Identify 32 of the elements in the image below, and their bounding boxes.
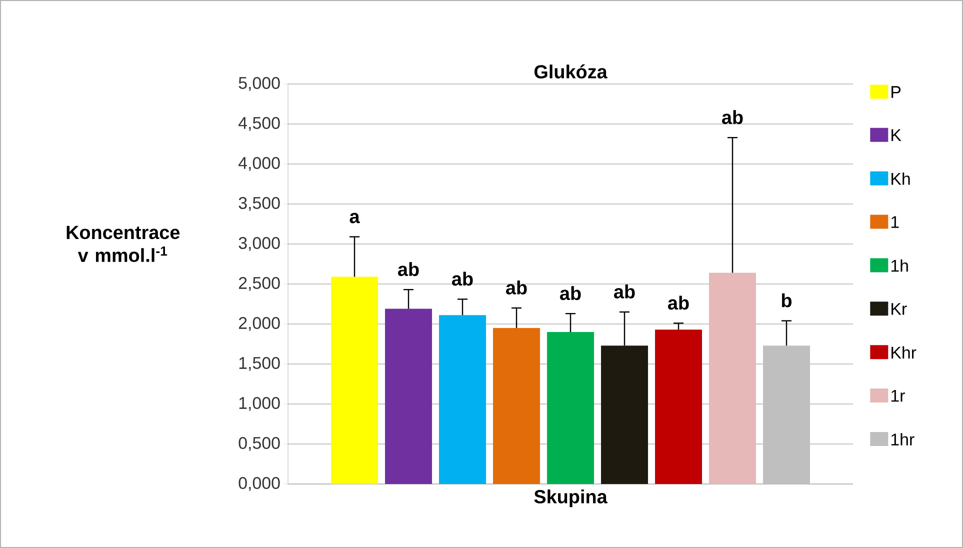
y-tick-label: 1,500 [239,356,280,371]
annotation: ab [614,284,635,298]
legend-label: Kr [892,303,907,315]
y-tick-label: 5,000 [238,76,280,91]
legend-label: 1h [891,259,908,272]
annotation: ab [398,262,419,276]
annotation: a [350,212,360,224]
annotation: ab [506,280,527,294]
y-tick-label: 0,500 [238,436,280,451]
legend-label: P [892,86,901,98]
y-axis-title: Koncentrace v mmol.l$^{-1}$ [66,226,180,262]
legend-label: K [892,129,902,141]
annotation: b [782,293,792,308]
y-tick-label: 2,000 [238,316,280,331]
legend-label: 1r [891,390,905,402]
y-tick-label: 4,500 [238,116,280,131]
annotation: ab [668,296,689,310]
annotation: ab [452,272,473,286]
y-tick-label: 1,000 [239,396,280,411]
x-axis-title: Skupina [534,490,608,508]
annotation: ab [722,110,743,124]
y-tick-label: 3,500 [238,196,280,211]
annotation: ab [560,286,581,300]
y-tick-label: 2,500 [238,276,280,291]
chart-title: Glukóza [534,64,608,78]
legend-label: 1hr [891,433,914,446]
legend-label: 1 [891,216,899,228]
y-tick-label: 4,000 [238,156,280,171]
legend-label: Khr [892,346,916,358]
legend-label: Kh [892,172,910,185]
y-tick-label: 0,000 [238,476,280,491]
y-tick-label: 3,000 [238,236,280,251]
